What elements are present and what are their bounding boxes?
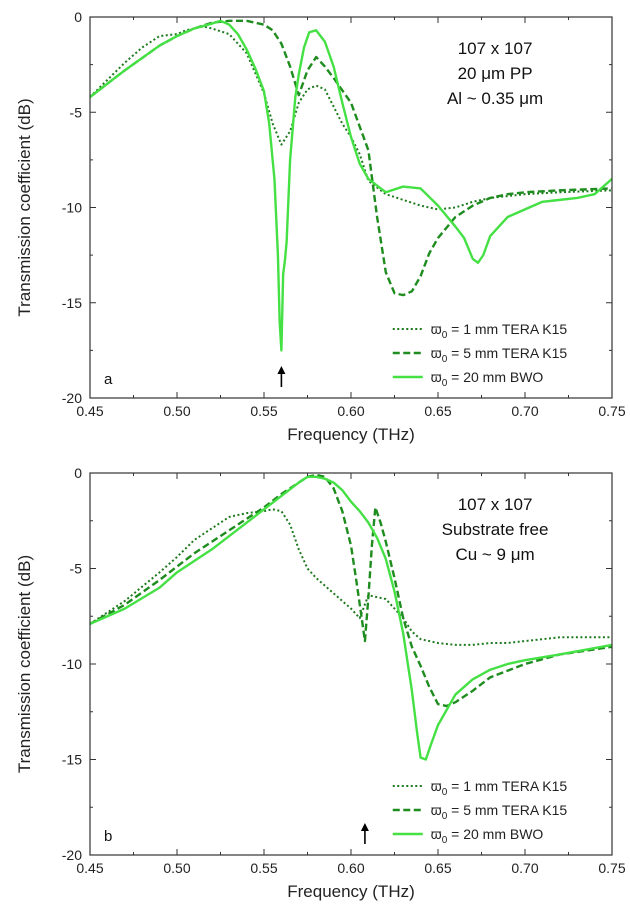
y-tick-label: -5 bbox=[70, 561, 83, 577]
x-tick-label: 0.65 bbox=[424, 403, 451, 419]
legend-label-symbol: ϖ bbox=[431, 321, 442, 337]
legend-label: ϖ0 = 5 mm TERA K15 bbox=[431, 802, 568, 822]
legend-label-text: = 20 mm BWO bbox=[447, 369, 543, 385]
annotation-line: Al ~ 0.35 μm bbox=[447, 89, 543, 108]
series-line-solid bbox=[90, 475, 612, 761]
legend-label: ϖ0 = 20 mm BWO bbox=[431, 369, 544, 389]
panel-letter: a bbox=[104, 371, 113, 388]
panel-letter: b bbox=[104, 828, 112, 845]
legend-label-subscript: 0 bbox=[442, 811, 448, 822]
legend-label-subscript: 0 bbox=[442, 330, 448, 341]
plot-frame bbox=[89, 16, 613, 399]
legend-label: ϖ0 = 5 mm TERA K15 bbox=[431, 345, 568, 365]
y-tick-label: -20 bbox=[62, 390, 82, 406]
y-axis-title: Transmission coefficient (dB) bbox=[15, 98, 34, 316]
y-tick-label: -15 bbox=[62, 752, 82, 768]
x-tick-label: 0.70 bbox=[511, 860, 538, 876]
x-axis-title: Frequency (THz) bbox=[287, 882, 415, 901]
x-tick-label: 0.45 bbox=[76, 403, 103, 419]
y-tick-label: 0 bbox=[74, 465, 82, 481]
y-axis-title: Transmission coefficient (dB) bbox=[15, 555, 34, 773]
legend-label-subscript: 0 bbox=[442, 787, 448, 798]
x-tick-label: 0.75 bbox=[598, 403, 625, 419]
y-tick-label: -10 bbox=[62, 656, 82, 672]
y-tick-label: -10 bbox=[62, 200, 82, 216]
legend-label-subscript: 0 bbox=[442, 354, 448, 365]
annotation-line: 107 x 107 bbox=[458, 39, 533, 58]
x-axis-title: Frequency (THz) bbox=[287, 425, 415, 444]
x-tick-label: 0.55 bbox=[250, 403, 277, 419]
y-tick-label: -20 bbox=[62, 847, 82, 863]
annotation-line: Substrate free bbox=[442, 520, 549, 539]
arrow-head bbox=[360, 823, 369, 831]
legend-label-symbol: ϖ bbox=[431, 369, 442, 385]
annotation-line: Cu ~ 9 μm bbox=[455, 545, 534, 564]
x-tick-label: 0.60 bbox=[337, 860, 364, 876]
x-tick-label: 0.50 bbox=[163, 860, 190, 876]
y-tick-label: -15 bbox=[62, 295, 82, 311]
legend-label-text: = 5 mm TERA K15 bbox=[447, 345, 567, 361]
legend-label-subscript: 0 bbox=[442, 835, 448, 846]
series-line-solid bbox=[90, 19, 612, 352]
legend-label-symbol: ϖ bbox=[431, 826, 442, 842]
x-tick-label: 0.45 bbox=[76, 860, 103, 876]
legend-label-symbol: ϖ bbox=[431, 345, 442, 361]
legend-label-subscript: 0 bbox=[442, 378, 448, 389]
chart-panel-a: 0.45 0.50 0.55 0.60 0.65 0.70 0.75 0 -5 -10 -15 -20… bbox=[15, 9, 626, 444]
y-tick-label: 0 bbox=[74, 9, 82, 25]
series-line-dashed bbox=[90, 473, 612, 708]
legend-label: ϖ0 = 1 mm TERA K15 bbox=[431, 778, 568, 798]
arrow-head bbox=[277, 366, 286, 374]
x-tick-label: 0.70 bbox=[511, 403, 538, 419]
legend-label-text: = 1 mm TERA K15 bbox=[447, 778, 567, 794]
x-tick-label: 0.75 bbox=[598, 860, 625, 876]
series-line-dotted bbox=[90, 25, 612, 211]
chart-panel-b: 0.45 0.50 0.55 0.60 0.65 0.70 0.75 0 -5 -10 -15 -20… bbox=[15, 465, 626, 901]
x-tick-label: 0.60 bbox=[337, 403, 364, 419]
annotation-line: 107 x 107 bbox=[458, 495, 533, 514]
x-tick-label: 0.50 bbox=[163, 403, 190, 419]
series-line-dashed bbox=[90, 19, 612, 297]
legend-label: ϖ0 = 20 mm BWO bbox=[431, 826, 544, 846]
legend-label-text: = 1 mm TERA K15 bbox=[447, 321, 567, 337]
legend-label-symbol: ϖ bbox=[431, 802, 442, 818]
legend-label-symbol: ϖ bbox=[431, 778, 442, 794]
legend-label: ϖ0 = 1 mm TERA K15 bbox=[431, 321, 568, 341]
x-tick-label: 0.65 bbox=[424, 860, 451, 876]
legend-label-text: = 5 mm TERA K15 bbox=[447, 802, 567, 818]
y-tick-label: -5 bbox=[70, 104, 83, 120]
x-tick-label: 0.55 bbox=[250, 860, 277, 876]
legend-label-text: = 20 mm BWO bbox=[447, 826, 543, 842]
annotation-line: 20 μm PP bbox=[458, 64, 533, 83]
